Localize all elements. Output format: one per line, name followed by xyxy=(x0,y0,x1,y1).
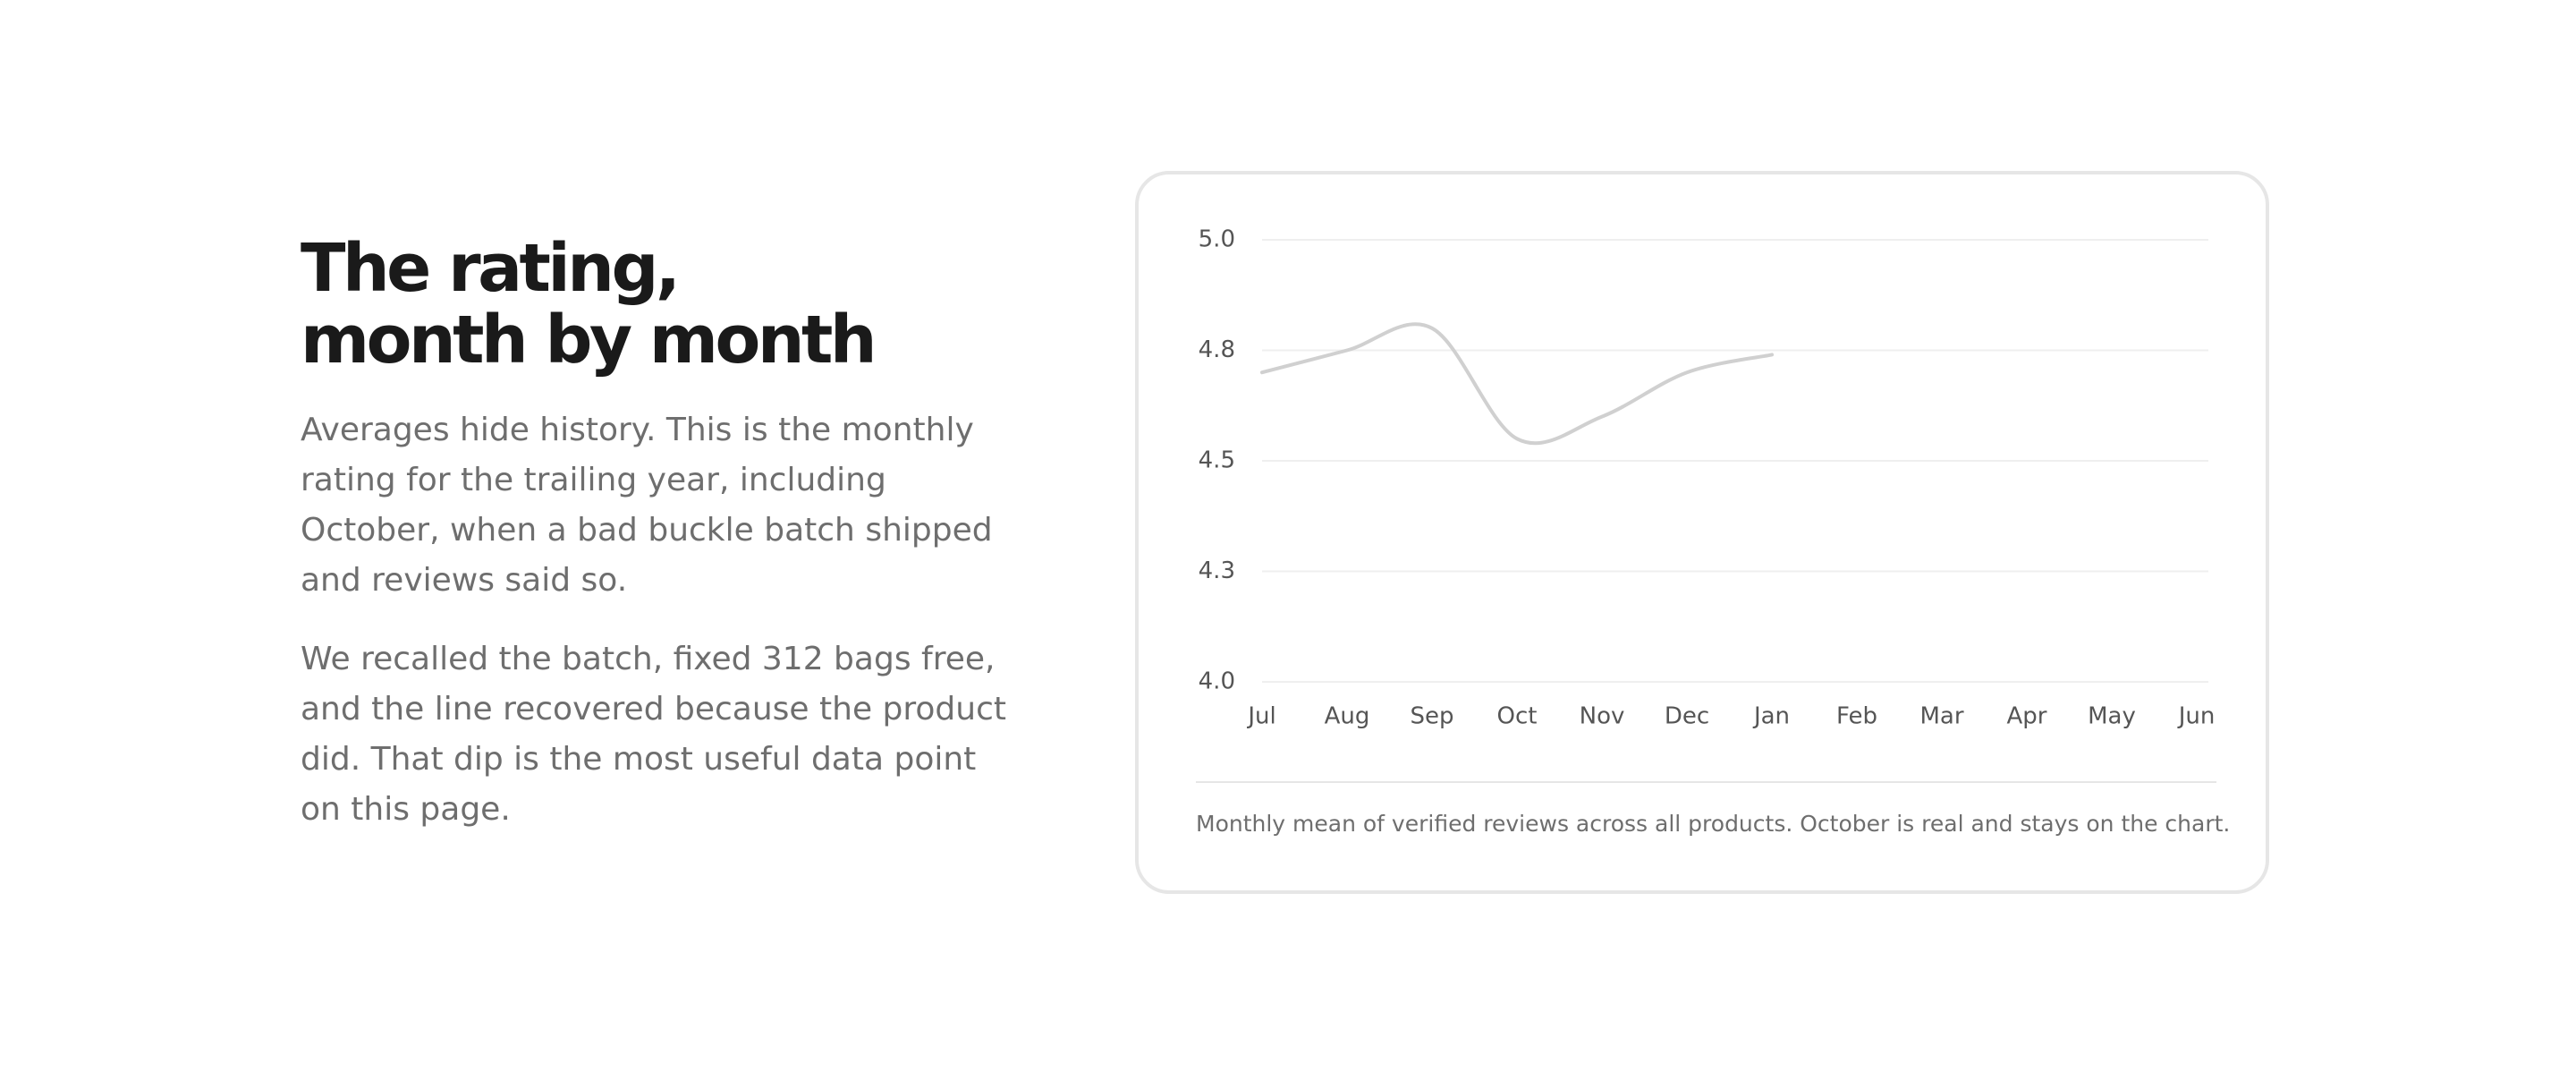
rating-line xyxy=(1260,322,1774,446)
x-tick-label: Oct xyxy=(1497,703,1538,730)
heading-line: month by month xyxy=(301,302,877,379)
x-tick-label: Dec xyxy=(1665,703,1709,730)
y-tick-label: 4.5 xyxy=(1199,447,1235,474)
heading: The rating, month by month xyxy=(301,230,877,379)
heading-line: The rating, xyxy=(301,230,681,307)
chart-caption: Monthly mean of verified reviews across … xyxy=(1196,811,2230,837)
x-tick-label: Mar xyxy=(1919,703,1963,730)
x-tick-label: Aug xyxy=(1325,703,1370,730)
x-tick-label: Feb xyxy=(1836,703,1877,730)
y-tick-label: 4.0 xyxy=(1199,668,1235,695)
x-tick-label: Jun xyxy=(2177,703,2216,730)
x-tick-label: May xyxy=(2088,703,2136,730)
x-tick-label: Nov xyxy=(1580,703,1625,730)
x-tick-label: Apr xyxy=(2007,703,2047,730)
x-tick-label: Sep xyxy=(1410,703,1453,730)
x-tick-label: Jul xyxy=(1246,703,1275,730)
y-tick-label: 4.3 xyxy=(1199,557,1235,584)
paragraph: We recalled the batch, fixed 312 bags fr… xyxy=(301,641,1006,828)
chart-card xyxy=(1135,171,2269,894)
y-tick-label: 4.8 xyxy=(1199,336,1235,363)
x-tick-label: Jan xyxy=(1752,703,1790,730)
y-tick-label: 5.0 xyxy=(1199,226,1235,253)
paragraph: Averages hide history. This is the month… xyxy=(301,412,993,599)
